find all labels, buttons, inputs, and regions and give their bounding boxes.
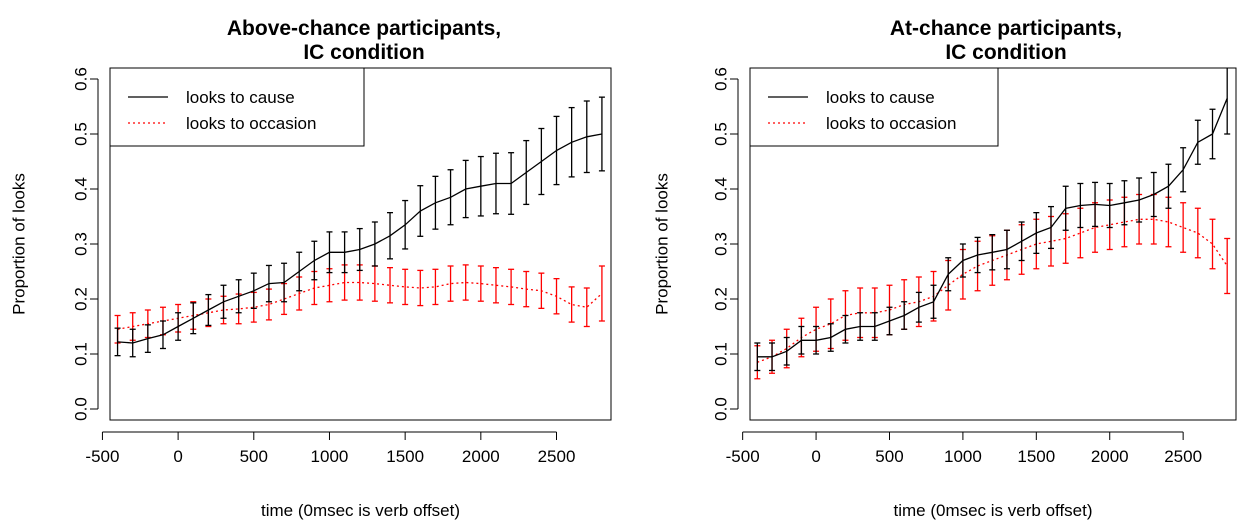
x-tick-label: 1000 — [944, 447, 982, 466]
x-tick-label: 2500 — [1164, 447, 1202, 466]
series-line-looks-to-occasion — [117, 281, 603, 330]
x-tick-label: 0 — [173, 447, 182, 466]
error-bar-looks-to-occasion — [598, 265, 605, 322]
chart-title-line: IC condition — [945, 41, 1066, 64]
error-bar-looks-to-occasion — [1194, 207, 1201, 259]
error-bar-looks-to-occasion — [402, 268, 409, 306]
error-bar-looks-to-occasion — [447, 265, 454, 302]
error-bar-looks-to-occasion — [462, 264, 469, 301]
plot-data — [754, 68, 1231, 380]
x-tick-label: 2000 — [1091, 447, 1129, 466]
y-tick-label: 0.0 — [711, 397, 730, 421]
chart-panel-above-chance: Above-chance participants,IC condition -5… — [9, 17, 612, 520]
chart-panel-at-chance: At-chance participants,IC condition -500 0… — [652, 17, 1237, 520]
y-tick-label: 0.0 — [71, 397, 90, 421]
y-axis-label: Proportion of looks — [652, 173, 671, 315]
y-tick-label: 0.3 — [71, 232, 90, 256]
error-bar-looks-to-occasion — [568, 286, 575, 323]
y-tick-label: 0.3 — [711, 232, 730, 256]
error-bar-looks-to-cause — [114, 327, 121, 357]
y-tick-label: 0.1 — [711, 342, 730, 366]
x-tick-label: 500 — [875, 447, 903, 466]
y-tick-label: 0.2 — [71, 287, 90, 311]
x-tick-label: 1500 — [1017, 447, 1055, 466]
error-bar-looks-to-cause — [598, 96, 605, 172]
error-bar-looks-to-occasion — [583, 287, 590, 328]
legend-box — [109, 67, 365, 147]
error-bar-looks-to-occasion — [1224, 237, 1231, 295]
x-axis-label: time (0msec is verb offset) — [261, 501, 460, 520]
y-tick-label: 0.6 — [71, 67, 90, 91]
x-tick-label: 1500 — [386, 447, 424, 466]
error-bar-looks-to-occasion — [387, 266, 394, 304]
series-line-looks-to-cause — [757, 98, 1228, 358]
y-axis-label: Proportion of looks — [9, 173, 28, 315]
x-axis-label: time (0msec is verb offset) — [893, 501, 1092, 520]
legend: looks to cause looks to occasion — [109, 67, 365, 147]
error-bar-looks-to-occasion — [417, 269, 424, 307]
y-tick-label: 0.4 — [71, 177, 90, 201]
x-tick-label: 0 — [811, 447, 820, 466]
error-bar-looks-to-cause — [1224, 68, 1231, 135]
y-tick-label: 0.2 — [711, 287, 730, 311]
x-tick-label: 2000 — [462, 447, 500, 466]
chart-title-line: IC condition — [303, 41, 424, 64]
chart-title-line: Above-chance participants, — [227, 17, 501, 40]
error-bar-looks-to-occasion — [492, 266, 499, 304]
legend-box — [749, 67, 999, 147]
y-tick-label: 0.1 — [71, 342, 90, 366]
x-tick-label: 1000 — [311, 447, 349, 466]
y-tick-label: 0.6 — [711, 67, 730, 91]
error-bar-looks-to-occasion — [508, 268, 515, 306]
legend: looks to cause looks to occasion — [749, 67, 999, 147]
series-line-looks-to-cause — [117, 133, 603, 344]
error-bar-looks-to-occasion — [1209, 218, 1216, 270]
y-tick-label: 0.5 — [711, 122, 730, 146]
chart-title-line: At-chance participants, — [890, 17, 1122, 40]
x-tick-label: 500 — [240, 447, 268, 466]
error-bar-looks-to-occasion — [432, 268, 439, 306]
error-bar-looks-to-occasion — [477, 265, 484, 302]
legend-label: looks to occasion — [186, 114, 316, 133]
x-tick-label: 2500 — [538, 447, 576, 466]
error-bar-looks-to-occasion — [1180, 202, 1187, 253]
y-tick-label: 0.4 — [711, 177, 730, 201]
plot-data — [114, 96, 605, 358]
legend-label: looks to occasion — [826, 114, 956, 133]
legend-label: looks to cause — [826, 88, 935, 107]
x-tick-label: -500 — [85, 447, 119, 466]
y-tick-label: 0.5 — [71, 122, 90, 146]
legend-label: looks to cause — [186, 88, 295, 107]
x-tick-label: -500 — [726, 447, 760, 466]
